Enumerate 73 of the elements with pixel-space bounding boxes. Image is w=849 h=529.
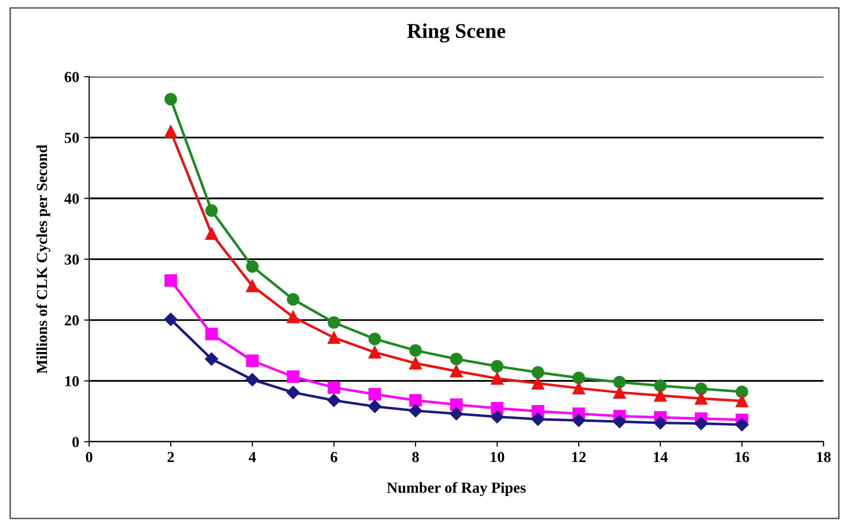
point xyxy=(164,274,177,287)
point xyxy=(450,352,463,366)
y-tick-label: 0 xyxy=(72,436,79,448)
point xyxy=(164,125,177,138)
point xyxy=(572,414,586,428)
point xyxy=(532,377,544,390)
point xyxy=(450,364,463,378)
point xyxy=(532,366,544,379)
point xyxy=(450,407,463,420)
point xyxy=(654,389,667,402)
point xyxy=(164,92,177,106)
y-tick-label: 50 xyxy=(64,132,79,143)
point xyxy=(368,332,381,346)
point xyxy=(368,346,381,359)
point xyxy=(736,386,748,398)
point xyxy=(204,352,218,366)
point xyxy=(327,394,341,407)
x-tick-label: 16 xyxy=(736,452,750,462)
x-tick-label: 4 xyxy=(248,452,256,462)
x-tick-label: 8 xyxy=(412,452,419,462)
point xyxy=(246,260,259,273)
point xyxy=(735,418,749,432)
point xyxy=(654,416,667,430)
point xyxy=(408,404,422,418)
point xyxy=(286,310,300,324)
point xyxy=(490,360,504,373)
chart-title: Ring Scene xyxy=(407,23,506,42)
y-tick-label: 40 xyxy=(64,194,79,204)
point xyxy=(490,372,504,385)
point xyxy=(328,331,340,344)
point xyxy=(450,398,463,411)
point xyxy=(328,381,340,394)
point xyxy=(205,204,218,217)
point xyxy=(409,344,422,357)
x-tick-label: 2 xyxy=(168,452,174,462)
point xyxy=(409,356,422,370)
point xyxy=(613,376,626,388)
point xyxy=(572,382,585,394)
point xyxy=(286,370,300,383)
point xyxy=(246,373,259,386)
point xyxy=(246,280,259,292)
point xyxy=(368,400,382,414)
x-tick-label: 14 xyxy=(654,452,668,462)
x-tick-label: 10 xyxy=(490,452,504,462)
x-axis-title: Number of Ray Pipes xyxy=(386,482,526,496)
y-axis-title: Millions of CLK Cycles per Second xyxy=(36,144,50,374)
y-tick-label: 60 xyxy=(64,72,79,82)
x-tick-label: 12 xyxy=(572,452,586,462)
point xyxy=(164,312,178,326)
point xyxy=(286,386,300,400)
point xyxy=(328,316,340,329)
y-tick-label: 20 xyxy=(64,315,79,326)
x-tick-label: 0 xyxy=(86,452,92,462)
point xyxy=(531,412,545,426)
point xyxy=(612,415,626,428)
point xyxy=(368,388,381,401)
y-tick-label: 30 xyxy=(64,254,79,265)
point xyxy=(736,394,748,408)
point xyxy=(205,227,218,240)
x-tick-label: 6 xyxy=(330,452,338,462)
point xyxy=(409,394,422,407)
y-tick-label: 10 xyxy=(65,376,79,386)
point xyxy=(654,379,667,392)
point xyxy=(286,293,300,306)
point xyxy=(694,382,708,396)
point xyxy=(694,392,708,405)
point xyxy=(613,386,626,399)
point xyxy=(205,328,218,340)
point xyxy=(246,354,259,368)
point xyxy=(490,410,504,424)
x-tick-label: 18 xyxy=(817,452,831,462)
point xyxy=(572,372,585,384)
point xyxy=(694,416,708,430)
